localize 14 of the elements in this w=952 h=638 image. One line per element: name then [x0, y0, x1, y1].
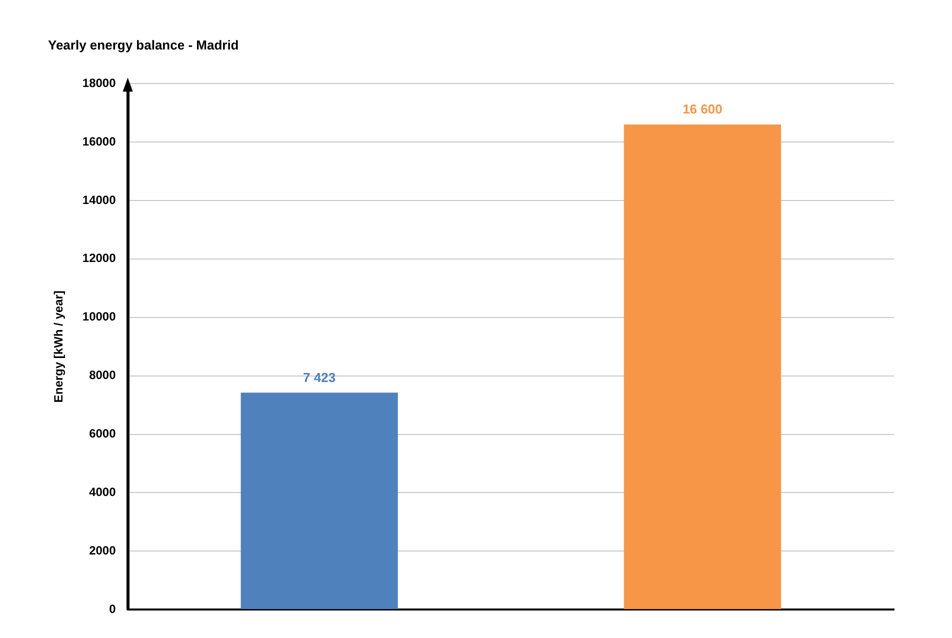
y-tick-label: 0	[109, 602, 116, 616]
y-tick-label: 12000	[82, 251, 116, 266]
y-tick-label: 8000	[89, 368, 116, 382]
y-tick-label: 16000	[82, 134, 116, 148]
data-label: 7 423	[303, 370, 336, 385]
chart-title: Yearly energy balance - Madrid	[48, 37, 239, 52]
y-tick-label: 4000	[89, 485, 116, 500]
data-label: 16 600	[682, 102, 722, 117]
y-tick-label: 18000	[82, 76, 116, 90]
y-tick-label: 2000	[89, 543, 116, 558]
y-tick-label: 6000	[89, 426, 116, 441]
y-tick-label: 10000	[82, 310, 116, 324]
y-tick-label: 14000	[82, 192, 116, 207]
y-axis-title: Energy [kWh / year]	[52, 290, 66, 403]
